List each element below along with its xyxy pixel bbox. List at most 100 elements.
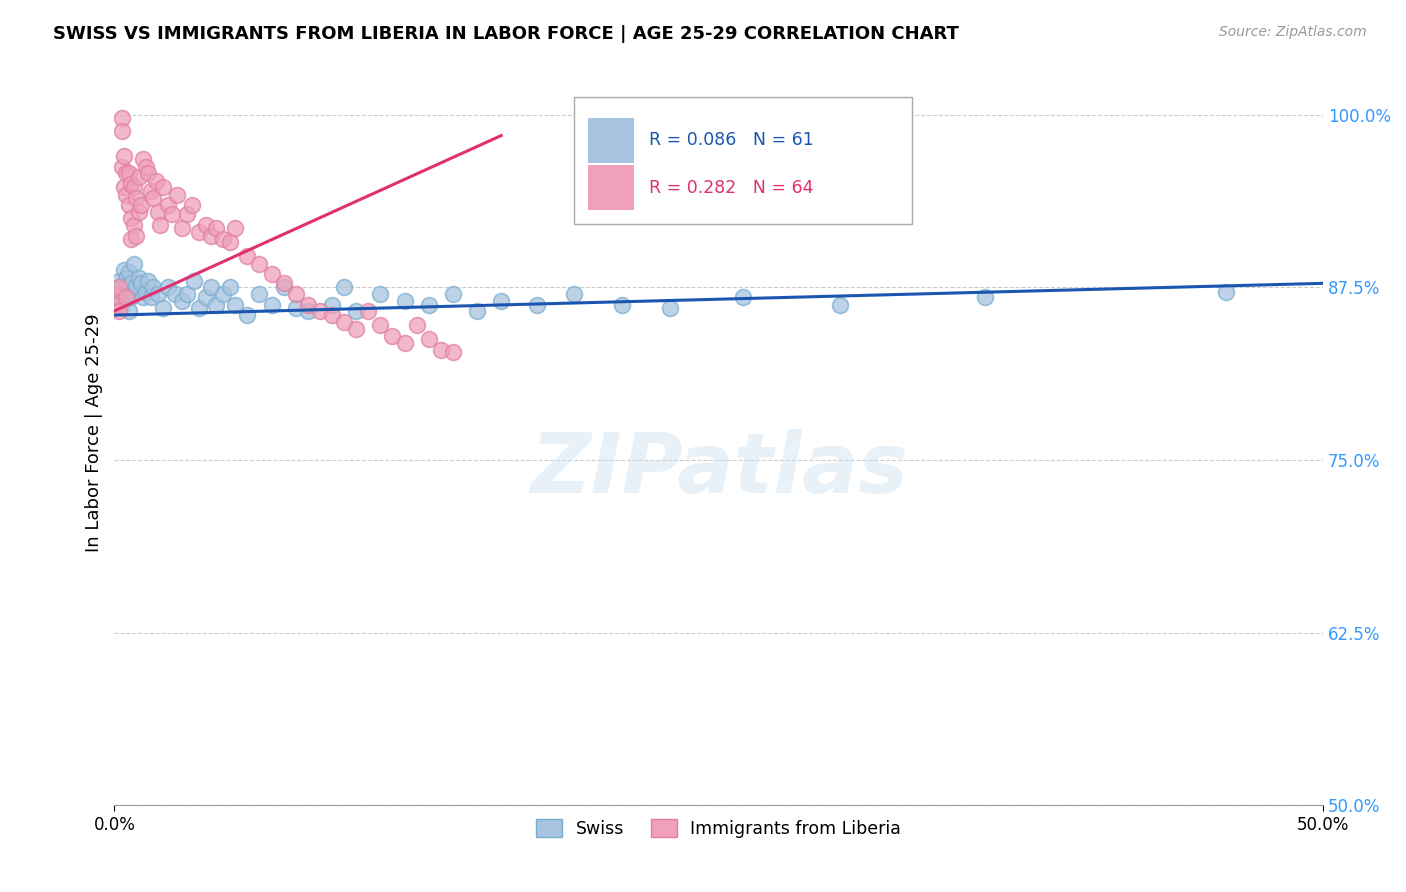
Point <box>166 188 188 202</box>
Point <box>172 294 194 309</box>
Point <box>195 219 218 233</box>
Point <box>120 277 142 291</box>
Point <box>394 335 416 350</box>
Point <box>273 277 295 291</box>
Point <box>152 301 174 315</box>
Point <box>731 290 754 304</box>
Point <box>115 290 138 304</box>
Point <box>146 287 169 301</box>
Point <box>135 285 157 299</box>
Point <box>212 232 235 246</box>
Point <box>381 328 404 343</box>
Point <box>441 345 464 359</box>
Point <box>128 169 150 184</box>
Point <box>333 280 356 294</box>
Point <box>136 274 159 288</box>
Point <box>195 290 218 304</box>
Point <box>162 207 184 221</box>
Point <box>260 298 283 312</box>
Point <box>111 111 134 125</box>
Point <box>129 277 152 291</box>
Point <box>108 295 131 310</box>
Point <box>188 301 211 315</box>
Point <box>441 287 464 301</box>
Point <box>112 149 135 163</box>
Point <box>125 229 148 244</box>
Text: R = 0.086   N = 61: R = 0.086 N = 61 <box>648 131 814 149</box>
Text: R = 0.282   N = 64: R = 0.282 N = 64 <box>648 179 813 197</box>
Point <box>111 279 134 293</box>
Point <box>142 191 165 205</box>
Point <box>142 280 165 294</box>
Point <box>212 287 235 301</box>
Point <box>145 174 167 188</box>
Point <box>120 290 142 304</box>
Point <box>136 166 159 180</box>
Point <box>139 184 162 198</box>
Point <box>118 166 141 180</box>
Point <box>1215 285 1237 299</box>
Point <box>122 257 145 271</box>
Point <box>249 287 271 301</box>
Text: ZIPatlas: ZIPatlas <box>530 429 908 510</box>
Point <box>465 304 488 318</box>
Point <box>105 287 128 301</box>
Point <box>973 290 995 304</box>
Point <box>105 285 128 299</box>
Point <box>309 304 332 318</box>
Point <box>111 298 134 312</box>
Point <box>224 298 246 312</box>
Point <box>112 179 135 194</box>
Point <box>125 191 148 205</box>
Point <box>205 221 228 235</box>
Point <box>163 287 186 301</box>
Point <box>200 280 222 294</box>
Point <box>111 161 134 175</box>
Point <box>297 304 319 318</box>
Point <box>224 221 246 235</box>
Point <box>139 290 162 304</box>
Point <box>526 298 548 312</box>
Point <box>156 280 179 294</box>
FancyBboxPatch shape <box>588 118 634 162</box>
Point <box>297 298 319 312</box>
Point <box>659 301 682 315</box>
Point <box>152 179 174 194</box>
Point <box>129 197 152 211</box>
Point <box>429 343 451 357</box>
Point <box>122 287 145 301</box>
Point <box>489 294 512 309</box>
Point <box>321 298 343 312</box>
FancyBboxPatch shape <box>574 97 912 224</box>
Point <box>105 290 128 304</box>
Point <box>394 294 416 309</box>
Point <box>333 315 356 329</box>
Point <box>105 298 128 312</box>
Point <box>176 207 198 221</box>
Point <box>132 152 155 166</box>
Point <box>120 232 142 246</box>
Point <box>135 161 157 175</box>
Text: SWISS VS IMMIGRANTS FROM LIBERIA IN LABOR FORCE | AGE 25-29 CORRELATION CHART: SWISS VS IMMIGRANTS FROM LIBERIA IN LABO… <box>53 25 959 43</box>
Point <box>128 270 150 285</box>
Point <box>260 267 283 281</box>
Point <box>128 204 150 219</box>
Point <box>180 197 202 211</box>
Point <box>108 280 131 294</box>
Point <box>112 262 135 277</box>
Point <box>156 197 179 211</box>
Point <box>828 298 851 312</box>
Point <box>205 298 228 312</box>
Y-axis label: In Labor Force | Age 25-29: In Labor Force | Age 25-29 <box>86 313 103 552</box>
Point <box>273 280 295 294</box>
Point <box>146 204 169 219</box>
Point <box>115 280 138 294</box>
Point <box>219 235 242 249</box>
FancyBboxPatch shape <box>588 166 634 211</box>
Point <box>122 219 145 233</box>
Point <box>344 304 367 318</box>
Point <box>321 308 343 322</box>
Point <box>357 304 380 318</box>
Point <box>418 298 440 312</box>
Point <box>188 225 211 239</box>
